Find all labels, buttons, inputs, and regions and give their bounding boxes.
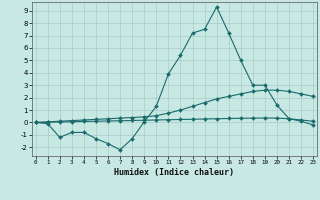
X-axis label: Humidex (Indice chaleur): Humidex (Indice chaleur) xyxy=(115,168,234,177)
